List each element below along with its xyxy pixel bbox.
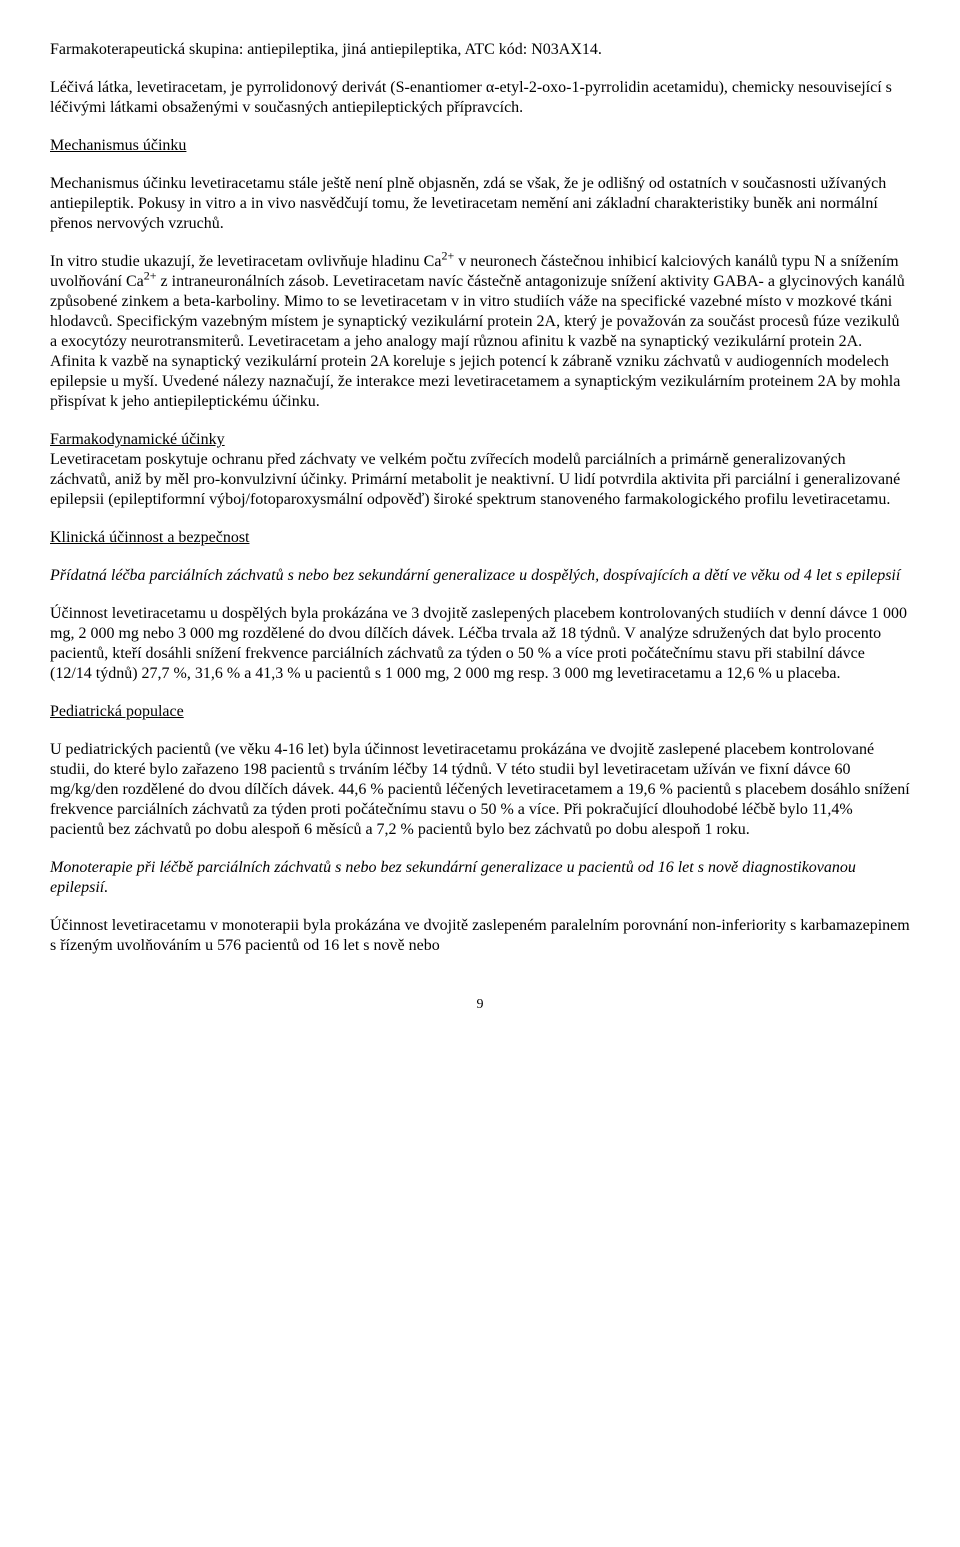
paragraph-pediatric: U pediatrických pacientů (ve věku 4-16 l…	[50, 740, 910, 840]
superscript: 2+	[441, 249, 454, 263]
heading-mechanism: Mechanismus účinku	[50, 136, 910, 156]
text-fragment: z intraneuronálních zásob. Levetiracetam…	[50, 273, 905, 410]
heading-clinical: Klinická účinnost a bezpečnost	[50, 528, 910, 548]
paragraph-monotherapy: Účinnost levetiracetamu v monoterapii by…	[50, 916, 910, 956]
paragraph-adult-efficacy: Účinnost levetiracetamu u dospělých byla…	[50, 604, 910, 684]
paragraph-invitro: In vitro studie ukazují, že levetiraceta…	[50, 252, 910, 412]
paragraph-mechanism-intro: Mechanismus účinku levetiracetamu stále …	[50, 174, 910, 234]
heading-pharmacodynamic: Farmakodynamické účinky	[50, 431, 225, 448]
paragraph-atc: Farmakoterapeutická skupina: antiepilept…	[50, 40, 910, 60]
text-fragment: In vitro studie ukazují, že levetiraceta…	[50, 253, 441, 270]
superscript: 2+	[144, 269, 157, 283]
subheading-adjunct-therapy: Přídatná léčba parciálních záchvatů s ne…	[50, 566, 910, 586]
paragraph-pharmacodynamic: Levetiracetam poskytuje ochranu před zác…	[50, 450, 910, 510]
subheading-monotherapy: Monoterapie při léčbě parciálních záchva…	[50, 858, 910, 898]
heading-pediatric: Pediatrická populace	[50, 702, 910, 722]
page-number: 9	[50, 996, 910, 1014]
paragraph-substance: Léčivá látka, levetiracetam, je pyrrolid…	[50, 78, 910, 118]
